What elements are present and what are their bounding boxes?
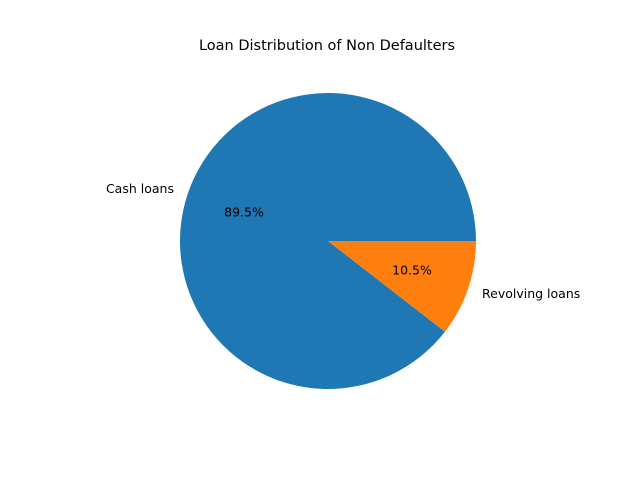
- slice-label-cash-loans: Cash loans: [106, 181, 174, 196]
- slice-percent-revolving-loans: 10.5%: [392, 262, 432, 277]
- chart-title: Loan Distribution of Non Defaulters: [199, 38, 455, 54]
- slice-percent-cash-loans: 89.5%: [224, 205, 264, 220]
- pie-labels: Cash loans 89.5% Revolving loans 10.5%: [106, 181, 580, 301]
- slice-label-revolving-loans: Revolving loans: [482, 286, 580, 301]
- pie-slices: [179, 92, 476, 389]
- pie-slice-revolving-loans: [328, 241, 476, 332]
- pie-slice-cash-loans: [179, 92, 476, 389]
